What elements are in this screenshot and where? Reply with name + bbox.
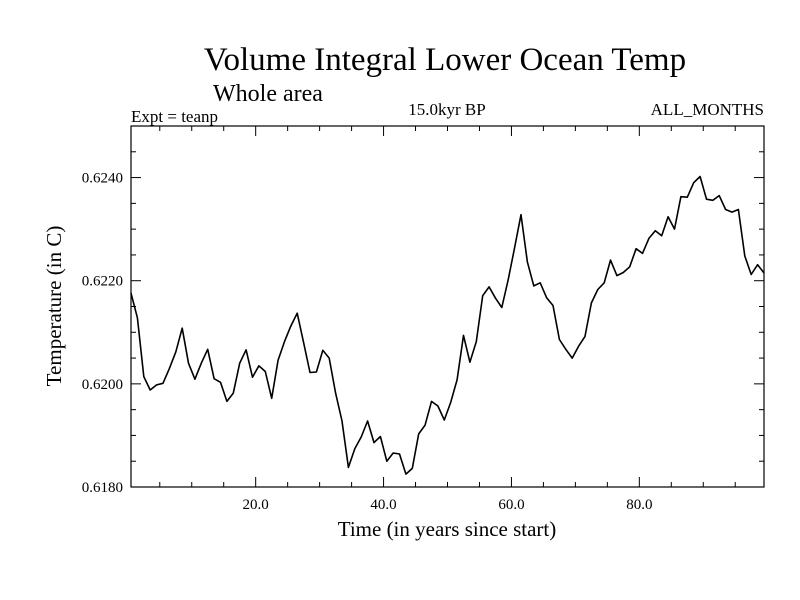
- y-axis-ticks: [131, 125, 764, 488]
- x-tick-label: 40.0: [370, 497, 396, 513]
- chart-subtitle: Whole area: [213, 81, 323, 107]
- x-tick-label: 20.0: [243, 497, 269, 513]
- time-period-label: 15.0kyr BP: [408, 100, 485, 119]
- x-axis-tick-labels: 20.0 40.0 60.0 80.0: [243, 497, 653, 513]
- chart-title: Volume Integral Lower Ocean Temp: [204, 42, 686, 78]
- x-tick-label: 80.0: [626, 497, 652, 513]
- y-tick-label: 0.6220: [82, 274, 123, 290]
- y-axis-label: Temperature (in C): [42, 226, 66, 387]
- months-label: ALL_MONTHS: [651, 100, 764, 119]
- y-tick-label: 0.6180: [82, 480, 123, 496]
- series-line-teanp: [130, 175, 765, 475]
- plot-frame: [130, 125, 765, 488]
- y-tick-label: 0.6200: [82, 377, 123, 393]
- x-tick-label: 60.0: [498, 497, 524, 513]
- y-axis-tick-labels: 0.6180 0.6200 0.6220 0.6240: [82, 171, 123, 496]
- x-axis-ticks: [159, 126, 736, 487]
- x-axis-label: Time (in years since start): [338, 517, 557, 541]
- experiment-label: Expt = teanp: [131, 107, 218, 126]
- y-tick-label: 0.6240: [82, 171, 123, 187]
